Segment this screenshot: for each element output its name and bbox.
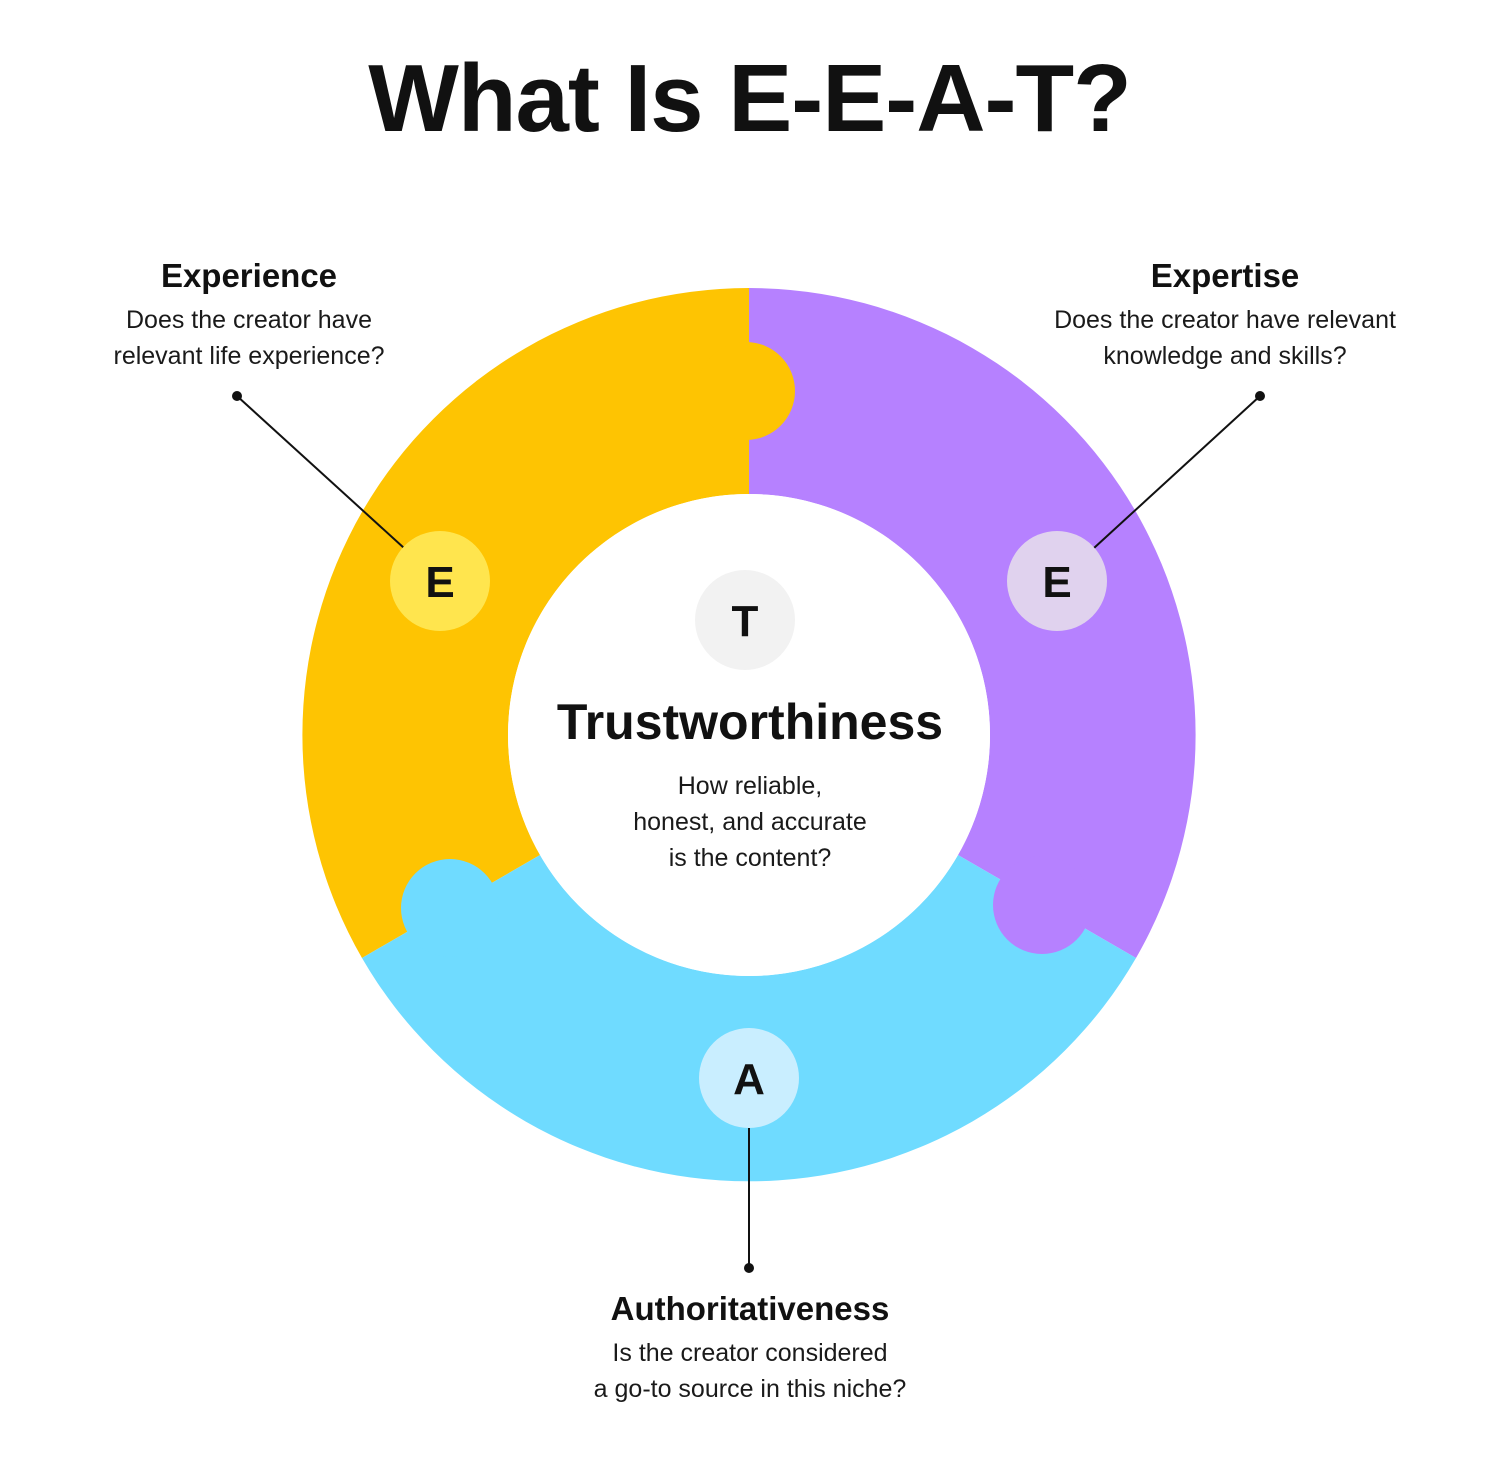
leader-lines [232, 391, 1265, 1273]
experience-puzzle-tab [697, 342, 795, 440]
expertise-leader-dot [1255, 391, 1265, 401]
experience-leader-line [236, 395, 405, 549]
authoritativeness-puzzle-tab [401, 859, 499, 957]
authoritativeness-description: Is the creator considered a go-to source… [593, 1339, 907, 1403]
trustworthiness-label: Trustworthiness How reliable, honest, an… [520, 690, 980, 876]
experience-description: Does the creator have relevant life expe… [113, 306, 385, 370]
authoritativeness-badge: A [699, 1028, 799, 1128]
experience-leader-dot [232, 391, 242, 401]
center-circle [508, 494, 990, 976]
experience-heading: Experience [160, 257, 338, 294]
expertise-leader-line [1093, 395, 1261, 549]
experience-label: Experience Does the creator have relevan… [60, 254, 438, 374]
trustworthiness-description: How reliable, honest, and accurate is th… [633, 772, 867, 872]
expertise-segment [749, 288, 1196, 958]
page-title: What Is E-E-A-T? [368, 45, 1132, 152]
experience-badge-letter: E [425, 558, 454, 607]
expertise-label: Expertise Does the creator have relevant… [1020, 254, 1430, 374]
trustworthiness-heading: Trustworthiness [556, 694, 944, 750]
authoritativeness-label: Authoritativeness Is the creator conside… [540, 1287, 960, 1407]
authoritativeness-leader-dot [744, 1263, 754, 1273]
experience-badge: E [390, 531, 490, 631]
trustworthiness-badge: T [695, 570, 795, 670]
authoritativeness-heading: Authoritativeness [610, 1290, 890, 1327]
experience-segment [302, 288, 749, 958]
authoritativeness-badge-letter: A [733, 1055, 765, 1104]
expertise-heading: Expertise [1150, 257, 1300, 294]
trustworthiness-badge-letter: T [732, 597, 759, 646]
authoritativeness-segment [362, 855, 1136, 1182]
expertise-badge: E [1007, 531, 1107, 631]
expertise-description: Does the creator have relevant knowledge… [1054, 306, 1396, 370]
expertise-puzzle-tab [993, 856, 1091, 954]
expertise-badge-letter: E [1042, 558, 1071, 607]
